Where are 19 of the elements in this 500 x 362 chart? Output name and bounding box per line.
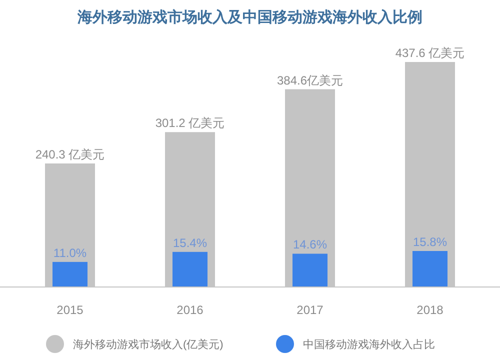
- bar: [172, 252, 208, 287]
- chart-title: 海外移动游戏市场收入及中国移动游戏海外收入比例: [76, 8, 422, 26]
- data-label: 11.0%: [53, 246, 87, 260]
- x-tick-label: 2018: [416, 303, 444, 317]
- data-label: 15.4%: [172, 236, 208, 250]
- x-tick-label: 2017: [296, 303, 324, 317]
- data-label: 301.2 亿美元: [155, 116, 225, 130]
- data-label: 14.6%: [292, 238, 328, 252]
- legend-label: 中国移动游戏海外收入占比: [303, 338, 435, 351]
- bar: [412, 251, 448, 287]
- x-tick-label: 2015: [56, 303, 84, 317]
- data-label: 437.6 亿美元: [395, 46, 465, 60]
- legend-label: 海外移动游戏市场收入(亿美元): [73, 338, 224, 351]
- data-label: 384.6亿美元: [276, 73, 344, 88]
- data-label: 15.8%: [412, 235, 448, 249]
- bar: [52, 262, 88, 287]
- bar: [292, 254, 328, 287]
- x-tick-label: 2016: [176, 303, 204, 317]
- data-label: 240.3 亿美元: [35, 147, 105, 162]
